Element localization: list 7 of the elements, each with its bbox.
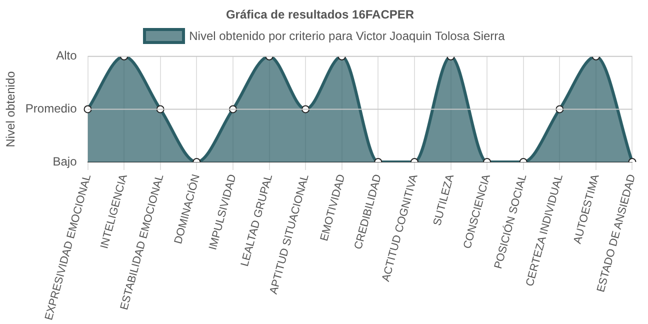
legend-label: Nivel obtenido por criterio para Victor Joaquin Tolosa Sierra	[189, 29, 505, 43]
text: Bajo	[52, 154, 78, 168]
ref-line-label: Alto	[56, 48, 78, 63]
chart-title: Gráfica de resultados 16FACPER	[226, 8, 414, 22]
ref-line-label: Promedio	[25, 102, 78, 116]
y-axis-title: Nivel obtenido	[4, 70, 18, 148]
x-tick-label: LEALTAD GRUPAL	[238, 173, 276, 268]
